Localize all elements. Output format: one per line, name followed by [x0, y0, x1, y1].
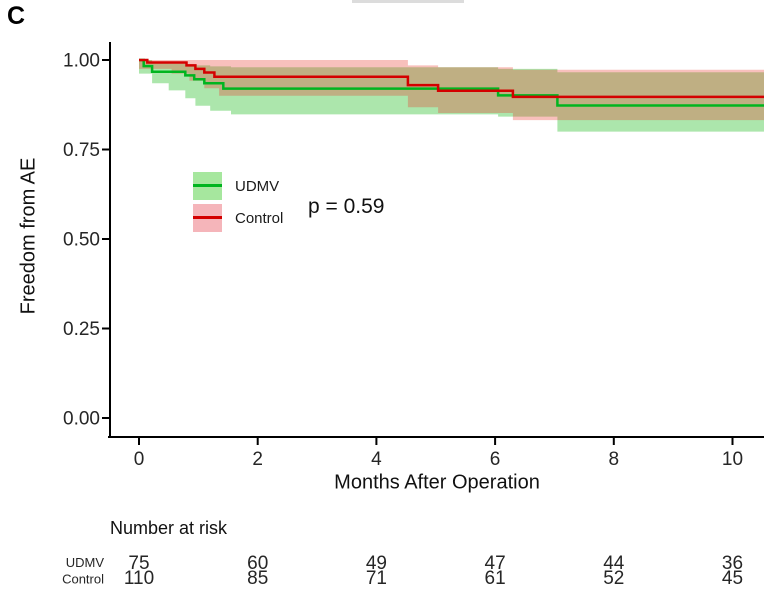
risk-count-value: 110: [124, 568, 154, 589]
x-tick-label: 4: [371, 449, 382, 470]
risk-table-title: Number at risk: [110, 518, 228, 538]
risk-count-value: 71: [366, 568, 387, 589]
udmv-survival-curve: [139, 58, 764, 107]
control-survival-curve: [139, 58, 764, 99]
x-axis-title: Months After Operation: [334, 471, 540, 494]
cropped-title-artifact: [352, 0, 464, 3]
legend-item-udmv: UDMV: [193, 172, 279, 200]
control-line-sample: [193, 216, 222, 219]
x-tick-label: 6: [490, 449, 501, 470]
risk-count-value: 44: [603, 553, 625, 574]
risk-row-label: Control: [62, 572, 104, 587]
risk-count-value: 85: [247, 568, 268, 589]
y-tick-label: 1.00: [63, 51, 100, 72]
y-tick-label: 0.25: [63, 319, 100, 340]
risk-count-value: 61: [485, 568, 506, 589]
y-tick-label: 0.00: [63, 409, 100, 430]
legend-label-udmv: UDMV: [235, 177, 280, 195]
panel-letter: C: [7, 2, 26, 30]
x-tick-label: 2: [252, 449, 263, 470]
udmv-line-sample: [193, 184, 222, 187]
legend-label-control: Control: [235, 209, 284, 227]
udmv-legend-swatch-icon: [193, 172, 222, 200]
risk-row-label: UDMV: [66, 555, 105, 570]
risk-count-value: 52: [603, 568, 624, 589]
p-value-text: p = 0.59: [308, 195, 385, 218]
risk-count-value: 45: [722, 568, 743, 589]
control-legend-swatch-icon: [193, 204, 222, 232]
risk-count-value: 47: [485, 553, 506, 574]
x-tick-label: 0: [134, 449, 145, 470]
legend-item-control: Control: [193, 204, 283, 232]
risk-count-value: 36: [722, 553, 743, 574]
risk-count-value: 49: [366, 553, 387, 574]
y-axis-title: Freedom from AE: [17, 157, 40, 315]
risk-count-value: 75: [128, 553, 149, 574]
y-tick-label: 0.75: [63, 140, 100, 161]
risk-count-value: 60: [247, 553, 268, 574]
x-tick-label: 10: [722, 449, 743, 470]
y-tick-label: 0.50: [63, 230, 100, 251]
x-tick-label: 8: [609, 449, 620, 470]
